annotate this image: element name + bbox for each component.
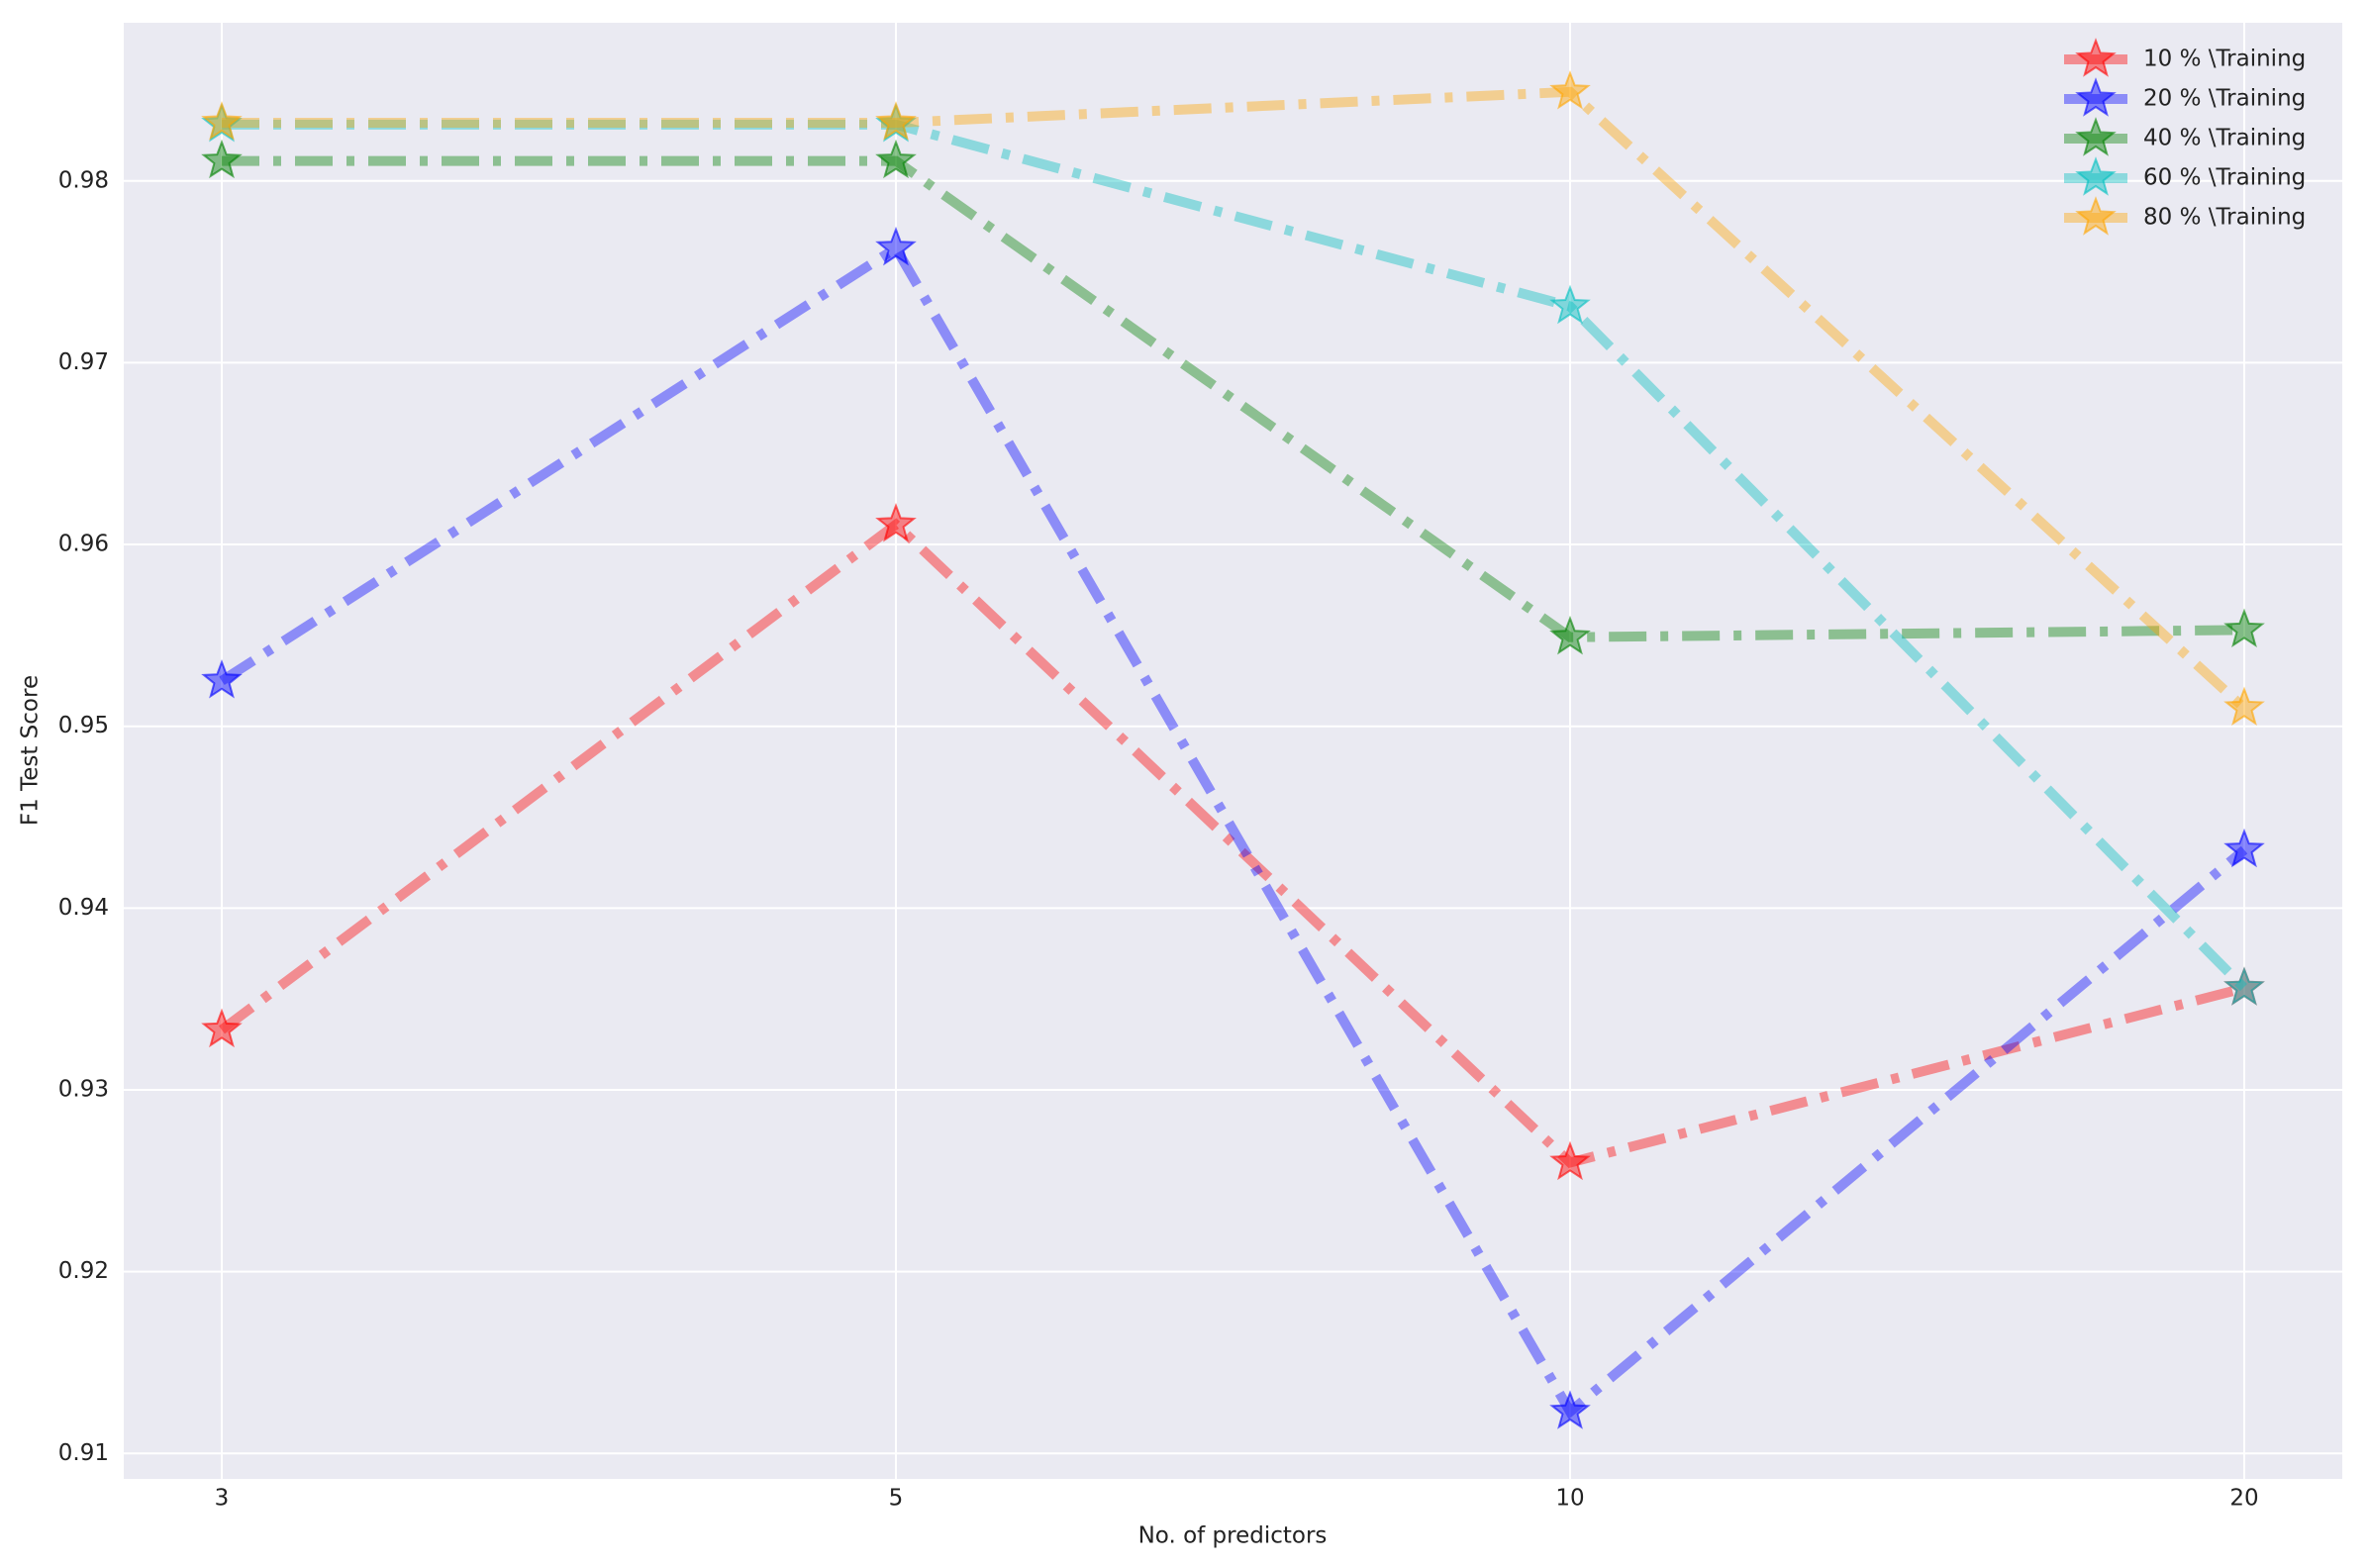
series-line: [222, 155, 2245, 642]
legend-label: 10 % \Training: [2143, 47, 2306, 72]
y-tick-label: 0.92: [58, 1258, 109, 1284]
data-point: [1549, 1390, 1591, 1429]
y-tick-label: 0.95: [58, 713, 109, 738]
data-point: [1549, 1140, 1591, 1181]
legend-marker: [2075, 77, 2117, 117]
y-tick-label: 0.93: [58, 1076, 109, 1102]
legend-marker: [2075, 117, 2117, 156]
series-line: [219, 241, 2248, 1420]
data-point: [201, 102, 243, 143]
x-tick-label: 3: [215, 1486, 230, 1512]
y-tick-label: 0.97: [58, 349, 109, 375]
data-point: [875, 226, 917, 266]
legend-marker: [2075, 156, 2117, 196]
data-point: [201, 101, 243, 141]
data-point: [875, 139, 917, 179]
y-tick-label: 0.98: [58, 167, 109, 193]
y-tick-label: 0.94: [58, 895, 109, 921]
series-line: [219, 518, 2246, 1168]
data-point: [2223, 686, 2265, 727]
y-tick-label: 0.91: [58, 1440, 109, 1466]
data-point: [2223, 966, 2265, 1006]
x-tick-label: 10: [1555, 1486, 1584, 1512]
data-point: [875, 101, 917, 141]
data-point: [1549, 69, 1591, 110]
legend-label: 20 % \Training: [2143, 86, 2306, 112]
data-point: [2223, 608, 2265, 647]
data-point: [201, 658, 243, 699]
legend-label: 80 % \Training: [2143, 205, 2306, 231]
legend-label: 40 % \Training: [2143, 126, 2306, 151]
y-tick-label: 0.96: [58, 532, 109, 557]
legend-label: 60 % \Training: [2143, 165, 2306, 191]
data-point: [1549, 615, 1591, 655]
data-point: [2223, 828, 2265, 868]
legend: 10 % \Training 20 % \Training 40 % \Traini…: [2064, 38, 2306, 236]
data-point: [1549, 284, 1591, 325]
legend-marker: [2075, 38, 2117, 77]
x-tick-label: 5: [889, 1486, 904, 1512]
series-line: [222, 86, 2248, 713]
legend-marker: [2075, 196, 2117, 236]
x-tick-label: 20: [2229, 1486, 2258, 1512]
y-axis-label: F1 Test Score: [18, 675, 44, 826]
data-point: [875, 503, 917, 542]
data-point: [201, 139, 243, 179]
plot-background: [124, 23, 2342, 1479]
x-axis-label: No. of predictors: [1138, 1523, 1328, 1549]
data-point: [201, 1008, 243, 1048]
data-point: [875, 102, 917, 143]
series-line: [222, 119, 2248, 992]
